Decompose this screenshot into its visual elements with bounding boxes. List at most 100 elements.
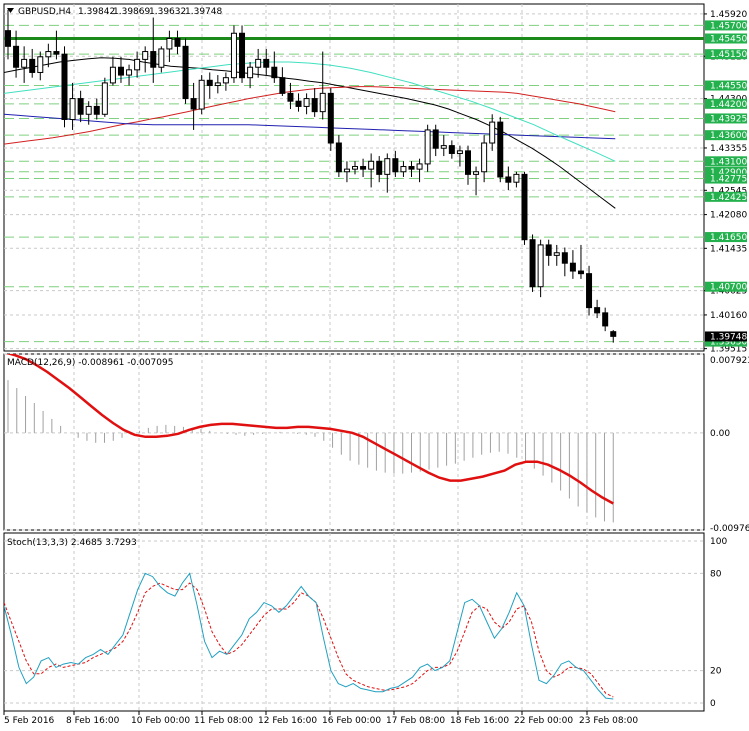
- candle-bear: [13, 45, 20, 68]
- moving-average-line: [4, 113, 616, 140]
- candle-bull: [37, 56, 44, 73]
- candle-bear: [117, 66, 124, 76]
- candle-bull: [198, 79, 205, 110]
- time-axis: 5 Feb 2016 8 Feb 16:00 10 Feb 00:00 11 Feb …: [3, 711, 638, 726]
- candle-bear: [279, 77, 286, 94]
- candle-bull: [101, 82, 108, 115]
- price-levels: [4, 24, 704, 343]
- candle-bear: [521, 173, 528, 241]
- stoch-main-line: [4, 572, 614, 700]
- dropdown-triangle-icon[interactable]: [7, 8, 14, 13]
- level-label-box: [705, 191, 747, 202]
- candle-bull: [222, 77, 229, 84]
- candle-bear: [376, 160, 383, 175]
- price-tick-label: 1.45920: [710, 10, 747, 20]
- level-label-box: [705, 80, 747, 91]
- candle-bull: [319, 92, 326, 113]
- candle-bull: [109, 66, 116, 84]
- candle-bear: [594, 307, 601, 314]
- candle-bull: [126, 69, 133, 76]
- moving-average-line: [4, 57, 616, 209]
- candle-bull: [537, 244, 544, 288]
- candle-bull: [384, 158, 391, 175]
- level-label-box: [705, 166, 747, 177]
- grid-lines: [4, 4, 704, 711]
- level-label-text: 1.45700: [710, 21, 747, 31]
- candle-bear: [408, 166, 415, 170]
- level-label-box: [705, 173, 747, 184]
- level-label-text: 1.43100: [710, 157, 747, 167]
- level-label-text: 1.41650: [710, 233, 747, 243]
- time-label: 18 Feb 16:00: [450, 716, 509, 726]
- candle-bear: [327, 92, 334, 144]
- time-label: 8 Feb 16:00: [66, 716, 120, 726]
- level-label-box: [705, 20, 747, 31]
- candle-bear: [61, 53, 68, 120]
- candle-bear: [182, 45, 189, 100]
- candle-bear: [586, 273, 593, 309]
- candle-bull: [303, 98, 310, 107]
- candle-bear: [271, 66, 278, 79]
- level-label-text: 1.42900: [710, 168, 747, 178]
- candle-bull: [343, 168, 350, 173]
- candle-bear: [610, 331, 617, 337]
- candle-bear: [5, 30, 11, 47]
- candle-bull: [255, 58, 262, 68]
- current-price-label: 1.39748: [710, 332, 747, 342]
- time-label: 5 Feb 2016: [4, 716, 55, 726]
- candle-bear: [29, 58, 36, 73]
- level-label-box: [705, 130, 747, 141]
- level-label-box: [705, 113, 747, 124]
- symbol-label: GBPUSD,H4: [18, 7, 71, 17]
- time-label: 16 Feb 00:00: [322, 716, 381, 726]
- level-label-box: [705, 98, 747, 109]
- candlesticks: [5, 9, 617, 343]
- open-value: 1.39842: [78, 7, 115, 17]
- time-label: 12 Feb 16:00: [258, 716, 317, 726]
- candle-bear: [602, 312, 609, 327]
- candle-bull: [481, 142, 488, 173]
- price-tick-label: 1.39515: [710, 345, 747, 355]
- price-tick-label: 1.40160: [710, 311, 747, 321]
- candle-bull: [489, 121, 496, 144]
- candle-bull: [416, 163, 423, 170]
- candle-bear: [311, 98, 318, 113]
- macd-panel[interactable]: [3, 353, 705, 531]
- candle-bear: [432, 129, 439, 149]
- candle-bear: [569, 262, 576, 272]
- candle-bear: [206, 79, 213, 87]
- candle-bear: [577, 270, 584, 275]
- price-tick-label: 1.42080: [710, 211, 747, 221]
- candle-bear: [529, 239, 536, 288]
- candle-bull: [352, 166, 359, 170]
- macd-title: MACD(12,26,9) -0.008961 -0.007095: [7, 358, 173, 368]
- time-label: 10 Feb 00:00: [131, 716, 190, 726]
- level-label-box: [705, 232, 747, 243]
- candle-bear: [561, 252, 568, 264]
- candle-bull: [69, 98, 76, 120]
- candle-bull: [513, 173, 520, 183]
- price-tick-label: 1.41435: [710, 244, 747, 254]
- candle-bull: [214, 82, 221, 87]
- level-label-text: 1.42775: [710, 175, 747, 185]
- macd-tick-label: 0.00: [710, 429, 730, 439]
- candle-bear: [360, 166, 367, 170]
- candle-bear: [295, 100, 302, 107]
- stoch-tick-label: 80: [710, 569, 722, 579]
- candle-bear: [448, 145, 455, 154]
- high-value: 1.39869: [113, 7, 150, 17]
- candle-bear: [190, 98, 197, 110]
- level-label-text: 1.45150: [710, 50, 747, 60]
- moving-averages: [4, 57, 616, 209]
- low-value: 1.39632: [149, 7, 186, 17]
- candle-bear: [53, 51, 60, 55]
- level-label-text: 1.44550: [710, 82, 747, 92]
- time-label: 22 Feb 00:00: [514, 716, 573, 726]
- level-label-box: [705, 49, 747, 60]
- candle-bull: [230, 32, 237, 79]
- macd-tick-label: 0.007923: [710, 356, 749, 366]
- stoch-panel[interactable]: [3, 532, 705, 712]
- candle-bear: [545, 244, 552, 256]
- macd-indicator: [5, 354, 614, 523]
